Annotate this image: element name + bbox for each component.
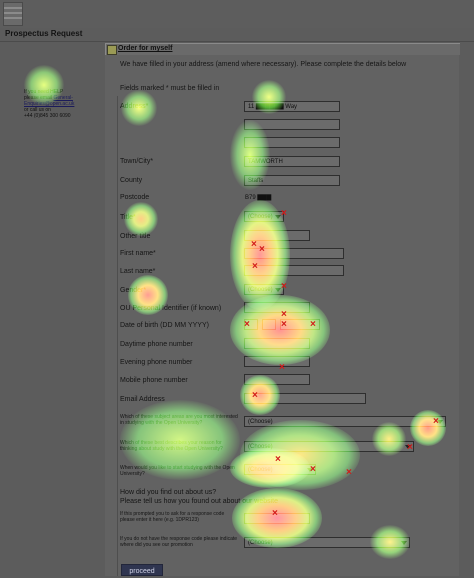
address-label: Address* (120, 103, 149, 110)
county-label: County (120, 177, 143, 184)
ou-id-input[interactable] (244, 302, 310, 313)
other-title-label: Other title (120, 233, 151, 240)
title-divider (0, 41, 474, 42)
last-name-label: Last name* (120, 268, 156, 275)
evening-phone-label: Evening phone number (120, 359, 193, 366)
start-label: When would you like to start studying wi… (120, 465, 235, 477)
title-select[interactable]: (Choose) (244, 211, 284, 222)
click-x-mark: × (346, 467, 352, 478)
click-x-mark: × (244, 319, 250, 330)
panel-title: Order for myself (118, 45, 173, 52)
county-input[interactable]: Staffs (244, 175, 340, 186)
daytime-phone-label: Daytime phone number (120, 341, 193, 348)
click-x-mark: × (251, 239, 257, 250)
help-line-5: or call us on (24, 107, 51, 113)
dob-label: Date of birth (DD MM YYYY) (120, 322, 209, 329)
required-note: Fields marked * must be filled in (120, 85, 220, 92)
start-select[interactable]: (Choose) (244, 464, 316, 475)
postcode-label: Postcode (120, 194, 150, 201)
town-input[interactable]: TAMWORTH (244, 156, 340, 167)
click-x-mark: × (281, 309, 287, 320)
daytime-phone-input[interactable] (244, 338, 310, 349)
click-x-mark: × (310, 319, 316, 330)
click-x-mark: × (407, 442, 413, 453)
click-x-mark: × (272, 508, 278, 519)
proceed-button[interactable]: proceed (121, 564, 163, 576)
address-line3-input[interactable] (244, 137, 340, 148)
panel-title-bar (105, 43, 460, 55)
no-response-label: If you do not have the response code ple… (120, 536, 238, 548)
gender-label: Gender* (120, 287, 147, 294)
click-x-mark: × (281, 208, 287, 219)
help-box: If you need HELP please email General- E… (24, 89, 104, 119)
last-name-input[interactable] (244, 265, 344, 276)
postcode-value: B79 ▇▇▇ (245, 195, 272, 201)
help-phone: +44 (0)845 300 6090 (24, 113, 71, 119)
ou-id-label: OU Personal Identifier (if known) (120, 305, 222, 312)
click-x-mark: × (252, 261, 258, 272)
click-x-mark: × (275, 454, 281, 465)
dob-month-input[interactable] (262, 319, 276, 330)
click-x-mark: × (279, 362, 285, 373)
email-label: Email Address (120, 396, 165, 403)
click-x-mark: × (281, 281, 287, 292)
no-response-select[interactable]: (Choose) (244, 537, 410, 548)
gender-select[interactable]: (Choose) (244, 284, 284, 295)
evening-phone-input[interactable] (244, 356, 310, 367)
found-subheading: Please tell us how you found out about o… (120, 498, 278, 505)
intro-text: We have filled in your address (amend wh… (120, 61, 407, 68)
folder-icon (107, 45, 117, 55)
click-x-mark: × (433, 416, 439, 427)
form-divider (117, 96, 118, 576)
address-line2-input[interactable] (244, 119, 340, 130)
page-title: Prospectus Request (5, 29, 83, 38)
found-heading: How did you find out about us? (120, 489, 217, 496)
click-x-mark: × (259, 244, 265, 255)
address-line1-input[interactable]: 11 ▇▇▇▇▇▇ Way (244, 101, 340, 112)
click-x-mark: × (252, 390, 258, 401)
reason-label: Which of these best describes your reaso… (120, 440, 223, 452)
click-x-mark: × (281, 319, 287, 330)
town-label: Town/City* (120, 158, 154, 165)
open-university-logo (3, 2, 23, 26)
email-input[interactable] (244, 393, 366, 404)
promo-code-label: If this prompted you to ask for a respon… (120, 511, 225, 523)
reason-select[interactable]: (Choose) (244, 441, 414, 452)
first-name-label: First name* (120, 250, 156, 257)
top-bar (0, 0, 474, 28)
title-label: Title* (120, 214, 136, 221)
subject-select[interactable]: (Choose) (244, 416, 446, 427)
subject-label: Which of these subject areas are you mos… (120, 414, 238, 426)
mobile-phone-label: Mobile phone number (120, 377, 188, 384)
click-x-mark: × (310, 464, 316, 475)
mobile-phone-input[interactable] (244, 374, 310, 385)
